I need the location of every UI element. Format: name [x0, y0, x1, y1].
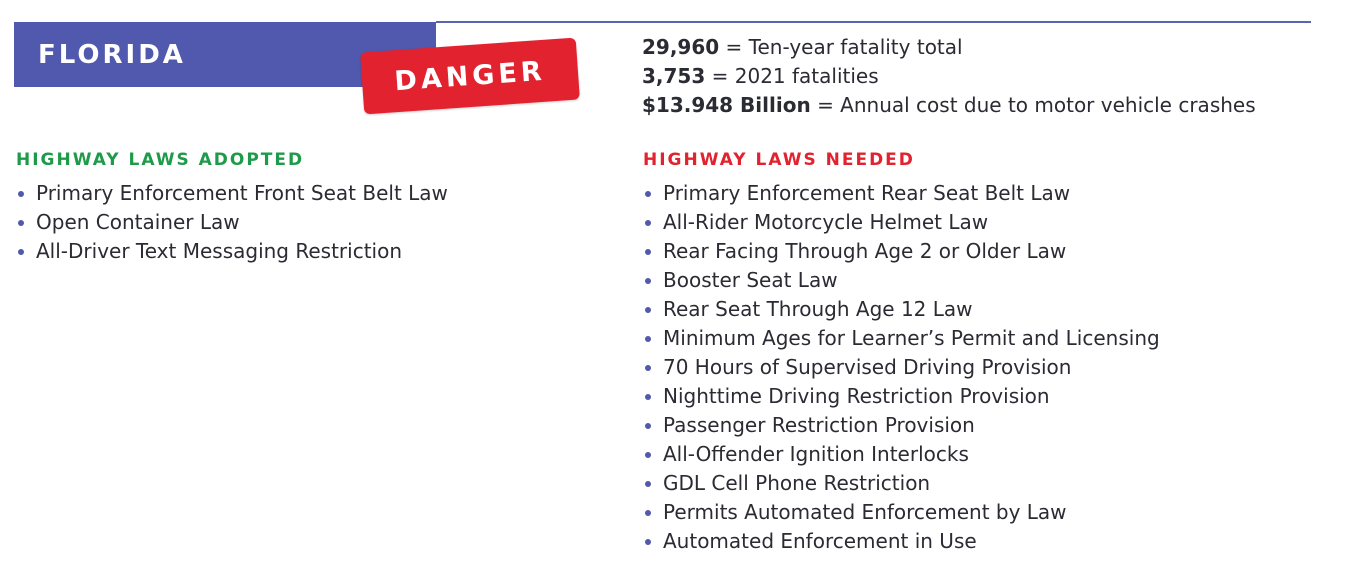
bullet-icon: [645, 306, 651, 313]
list-item: Permits Automated Enforcement by Law: [643, 498, 1160, 527]
list-item: Open Container Law: [16, 208, 448, 237]
bullet-icon: [645, 422, 651, 429]
list-item: 70 Hours of Supervised Driving Provision: [643, 353, 1160, 382]
law-label: 70 Hours of Supervised Driving Provision: [663, 355, 1072, 379]
laws-needed-list: Primary Enforcement Rear Seat Belt Law A…: [643, 179, 1160, 556]
bullet-icon: [645, 364, 651, 371]
list-item: Automated Enforcement in Use: [643, 527, 1160, 556]
law-label: Passenger Restriction Provision: [663, 413, 975, 437]
bullet-icon: [645, 219, 651, 226]
list-item: Primary Enforcement Rear Seat Belt Law: [643, 179, 1160, 208]
law-label: Rear Seat Through Age 12 Law: [663, 297, 973, 321]
stat-ten-year-total: 29,960 = Ten-year fatality total: [642, 33, 1256, 62]
law-label: Nighttime Driving Restriction Provision: [663, 384, 1050, 408]
bullet-icon: [18, 219, 24, 226]
stat-label: = 2021 fatalities: [711, 64, 879, 88]
laws-adopted-heading: HIGHWAY LAWS ADOPTED: [16, 150, 305, 170]
stat-label: = Annual cost due to motor vehicle crash…: [817, 93, 1256, 117]
list-item: Rear Facing Through Age 2 or Older Law: [643, 237, 1160, 266]
bullet-icon: [645, 190, 651, 197]
list-item: Booster Seat Law: [643, 266, 1160, 295]
list-item: All-Driver Text Messaging Restriction: [16, 237, 448, 266]
law-label: GDL Cell Phone Restriction: [663, 471, 931, 495]
bullet-icon: [645, 248, 651, 255]
law-label: Primary Enforcement Front Seat Belt Law: [36, 181, 448, 205]
bullet-icon: [18, 248, 24, 255]
law-label: Primary Enforcement Rear Seat Belt Law: [663, 181, 1071, 205]
bullet-icon: [645, 451, 651, 458]
law-label: Permits Automated Enforcement by Law: [663, 500, 1067, 524]
laws-needed-heading: HIGHWAY LAWS NEEDED: [643, 150, 915, 170]
bullet-icon: [18, 190, 24, 197]
stat-2021-fatalities: 3,753 = 2021 fatalities: [642, 62, 1256, 91]
stat-annual-cost: $13.948 Billion = Annual cost due to mot…: [642, 91, 1256, 120]
bullet-icon: [645, 509, 651, 516]
list-item: Nighttime Driving Restriction Provision: [643, 382, 1160, 411]
list-item: Minimum Ages for Learner’s Permit and Li…: [643, 324, 1160, 353]
fatality-stats: 29,960 = Ten-year fatality total 3,753 =…: [642, 33, 1256, 120]
law-label: All-Rider Motorcycle Helmet Law: [663, 210, 989, 234]
bullet-icon: [645, 538, 651, 545]
stat-value: 3,753: [642, 64, 706, 88]
law-label: Booster Seat Law: [663, 268, 838, 292]
list-item: All-Offender Ignition Interlocks: [643, 440, 1160, 469]
law-label: Minimum Ages for Learner’s Permit and Li…: [663, 326, 1160, 350]
danger-badge-label: DANGER: [393, 55, 547, 97]
law-label: All-Offender Ignition Interlocks: [663, 442, 969, 466]
list-item: Rear Seat Through Age 12 Law: [643, 295, 1160, 324]
bullet-icon: [645, 277, 651, 284]
bullet-icon: [645, 335, 651, 342]
bullet-icon: [645, 480, 651, 487]
bullet-icon: [645, 393, 651, 400]
list-item: Passenger Restriction Provision: [643, 411, 1160, 440]
stat-value: 29,960: [642, 35, 720, 59]
law-label: Rear Facing Through Age 2 or Older Law: [663, 239, 1067, 263]
list-item: Primary Enforcement Front Seat Belt Law: [16, 179, 448, 208]
list-item: GDL Cell Phone Restriction: [643, 469, 1160, 498]
stat-value: $13.948 Billion: [642, 93, 811, 117]
law-label: Open Container Law: [36, 210, 240, 234]
list-item: All-Rider Motorcycle Helmet Law: [643, 208, 1160, 237]
law-label: Automated Enforcement in Use: [663, 529, 977, 553]
header-divider: [436, 21, 1311, 23]
state-name: FLORIDA: [38, 40, 186, 70]
stat-label: = Ten-year fatality total: [725, 35, 963, 59]
law-label: All-Driver Text Messaging Restriction: [36, 239, 403, 263]
laws-adopted-list: Primary Enforcement Front Seat Belt Law …: [16, 179, 448, 266]
